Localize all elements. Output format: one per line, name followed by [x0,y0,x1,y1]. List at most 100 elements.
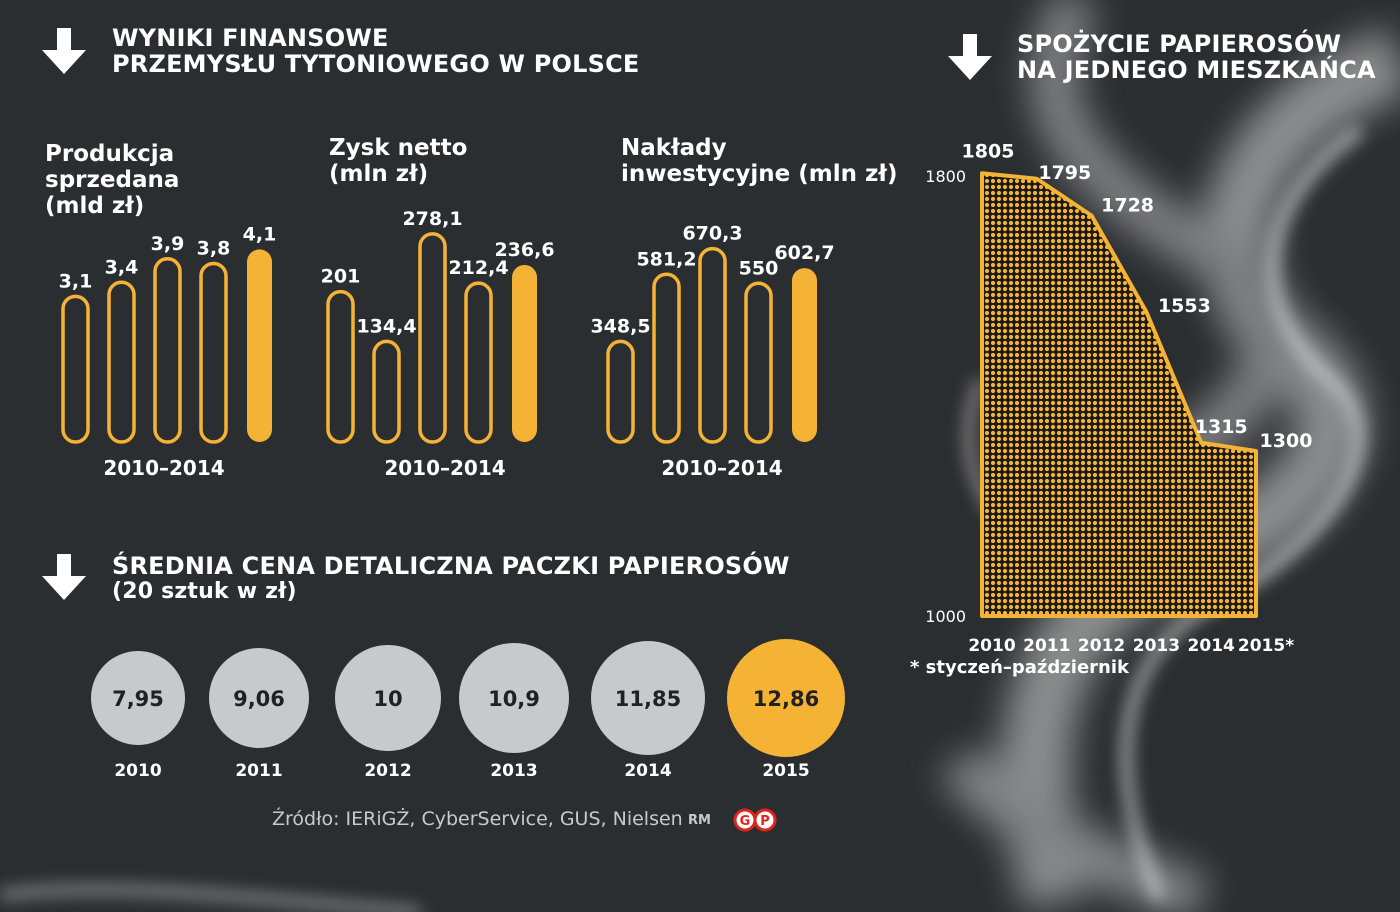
bar-value-label: 550 [739,257,779,279]
investment-chart-title: Nakłady inwestycyjne (mln zł) [621,135,897,187]
bar-value-label: 581,2 [636,248,696,270]
bar-value-label: 602,7 [774,242,834,264]
consumption-y-tick: 1800 [925,167,966,186]
bar-2014 [247,249,272,442]
price-section-title: ŚREDNIA CENA DETALICZNA PACZKI PAPIEROSÓ… [112,553,790,605]
bar-2013 [464,281,493,444]
source-note: Źródło: IERiGŻ, CyberService, GUS, Niels… [272,808,683,830]
consumption-value-label: 1300 [1260,430,1313,452]
price-year-label: 2012 [364,761,411,781]
bar-value-label: 3,9 [151,233,185,255]
production-bar-chart: 3,1 3,4 3,9 3,8 4,1 [59,223,277,444]
production-chart-title: Produkcja sprzedana (mld zł) [45,141,179,219]
arrow-down-icon [42,554,86,600]
consumption-year-label: 2010 [968,636,1015,656]
consumption-title-line2: NA JEDNEGO MIESZKAŃCA [1017,56,1376,84]
bar-2012 [698,246,727,444]
price-circle-2013 [459,643,569,753]
production-title-line3: (mld zł) [45,193,145,219]
price-circle-chart: 7,95 2010 9,06 2011 10 2012 10,9 2013 11,85 2014 1… [91,639,845,781]
svg-text:P: P [760,814,770,829]
investment-title-line2: inwestycyjne (mln zł) [621,161,898,187]
price-year-label: 2010 [114,761,161,781]
bar-2011 [107,280,136,444]
consumption-y-tick: 1000 [925,607,966,626]
production-title-line2: sprzedana [45,167,180,193]
price-title-line2: (20 sztuk w zł) [112,579,297,604]
consumption-area-chart: 1805 2010 1795 2011 1728 2012 1553 2013 1315 2014… [925,140,1313,656]
consumption-title-line1: SPOŻYCIE PAPIEROSÓW [1017,30,1342,58]
profit-period-label: 2010–2014 [384,456,506,480]
investment-period-label: 2010–2014 [661,456,783,480]
arrow-down-icon [42,28,86,74]
finance-section-title: WYNIKI FINANSOWE PRZEMYSŁU TYTONIOWEGO W… [112,25,639,77]
bar-value-label: 3,4 [105,256,139,278]
price-year-label: 2014 [624,761,671,781]
bar-value-label: 201 [321,266,361,288]
bar-value-label: 236,6 [494,239,554,261]
price-year-label: 2013 [490,761,537,781]
consumption-section-title: SPOŻYCIE PAPIEROSÓW NA JEDNEGO MIESZKAŃC… [1017,31,1376,83]
bar-2013 [744,281,773,444]
finance-title-line1: WYNIKI FINANSOWE [112,24,389,52]
consumption-year-label: 2011 [1023,636,1070,656]
bar-2011 [372,339,401,444]
bar-2012 [418,232,447,444]
price-value-label: 12,86 [753,687,819,711]
price-year-label: 2011 [235,761,282,781]
bar-value-label: 348,5 [590,315,650,337]
bar-2011 [652,272,681,444]
bar-2010 [326,289,355,444]
consumption-value-label: 1315 [1195,416,1248,438]
bar-value-label: 3,8 [197,237,231,259]
svg-text:G: G [740,814,751,829]
bar-value-label: 670,3 [682,223,742,245]
profit-title-line1: Zysk netto [329,135,468,161]
profit-title-line2: (mln zł) [329,161,429,187]
price-title-line1: ŚREDNIA CENA DETALICZNA PACZKI PAPIEROSÓ… [112,552,790,580]
consumption-year-label: 2013 [1133,636,1180,656]
author-initials: RM [688,813,711,828]
consumption-value-label: 1728 [1101,195,1154,217]
bar-2014 [792,268,817,442]
bar-value-label: 212,4 [448,257,508,279]
price-value-label: 11,85 [615,687,681,711]
bar-2010 [61,294,90,444]
bar-2014 [512,264,537,442]
arrow-down-icon [948,34,992,80]
price-circle-2015 [727,639,845,757]
profit-chart-title: Zysk netto (mln zł) [329,135,467,187]
consumption-value-label: 1805 [962,140,1015,162]
price-circle-2012 [335,645,441,751]
price-circle-2010 [91,651,185,745]
price-value-label: 9,06 [233,687,285,711]
consumption-year-label: 2012 [1078,636,1125,656]
consumption-footnote: * styczeń–październik [910,657,1129,678]
consumption-value-label: 1553 [1158,295,1211,317]
consumption-year-label: 2014 [1188,636,1235,656]
price-circle-2014 [591,641,705,755]
production-title-line1: Produkcja [45,141,175,167]
consumption-area [980,171,1258,618]
consumption-year-label: 2015* [1238,636,1294,656]
consumption-value-label: 1795 [1038,162,1091,184]
bar-value-label: 3,1 [59,270,93,292]
bar-value-label: 134,4 [356,315,416,337]
price-circle-2011 [209,648,309,748]
investment-title-line1: Nakłady [621,135,727,161]
bar-2012 [153,257,182,444]
production-period-label: 2010–2014 [103,456,225,480]
bar-2010 [606,339,635,444]
bar-value-label: 4,1 [243,223,277,245]
publisher-logo-icon: G P [733,808,777,832]
price-year-label: 2015 [762,761,809,781]
finance-title-line2: PRZEMYSŁU TYTONIOWEGO W POLSCE [112,50,640,78]
bar-2013 [199,261,228,444]
price-value-label: 7,95 [112,687,164,711]
price-value-label: 10 [373,687,402,711]
price-value-label: 10,9 [488,687,540,711]
bar-value-label: 278,1 [402,208,462,230]
